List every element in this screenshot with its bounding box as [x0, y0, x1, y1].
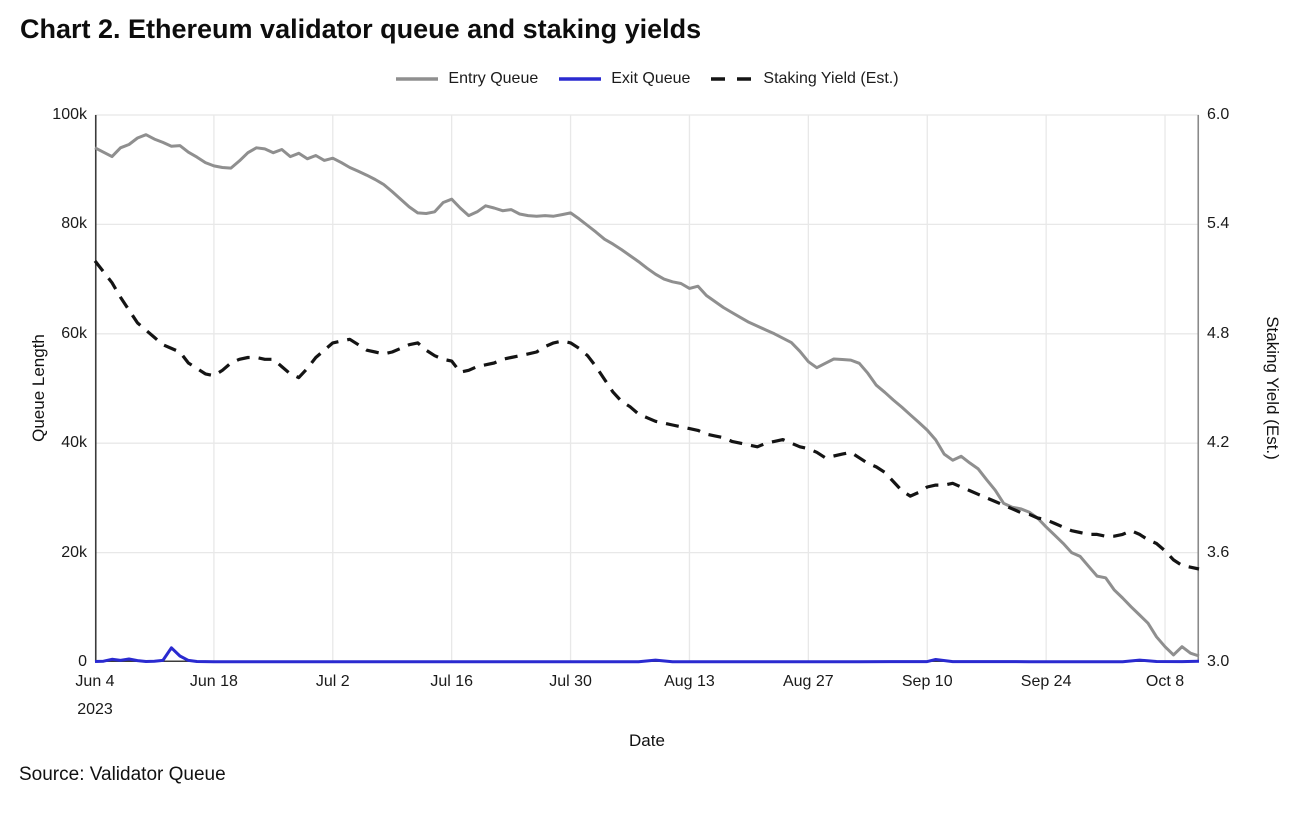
series-line-staking-yield-est [93, 259, 1200, 571]
y-right-tick-label: 6.0 [1207, 106, 1230, 123]
legend-label-staking-yield-est: Staking Yield (Est.) [763, 70, 899, 87]
x-tick-label: Jun 4 [75, 673, 115, 690]
x-tick-label: Jun 18 [189, 673, 238, 690]
x-tick-label: Aug 13 [664, 673, 715, 690]
x-tick-label: Oct 8 [1145, 673, 1185, 690]
y-left-tick-label: 80k [61, 215, 87, 233]
y-right-tick-label: 3.6 [1207, 543, 1230, 561]
y-right-tick-label: 4.2 [1207, 434, 1230, 452]
legend-line-swatch-exit-queue [559, 77, 602, 81]
legend-label-exit-queue: Exit Queue [611, 70, 691, 87]
y-left-tick-label: 20k [61, 543, 87, 561]
y-right-axis-title: Staking Yield (Est.) [1263, 316, 1282, 460]
legend-line-swatch-staking-yield-est [711, 77, 754, 81]
y-right-tick-label: 4.8 [1207, 324, 1230, 342]
chart-legend: Entry Queue Exit Queue Staking Yield (Est.… [95, 70, 1199, 88]
x-tick-label: Sep 10 [901, 673, 953, 690]
x-axis-title: Date [629, 731, 665, 750]
y-left-axis-title: Queue Length [29, 334, 48, 442]
x-tick-label: Jul 2 [315, 673, 350, 690]
x-tick-label: Sep 24 [1020, 673, 1072, 690]
legend-label-entry-queue: Entry Queue [448, 70, 539, 87]
series-line-entry-queue [94, 133, 1200, 658]
legend-item-entry-queue[interactable]: Entry Queue [395, 70, 538, 88]
chart-title: Chart 2. Ethereum validator queue and st… [20, 14, 702, 44]
legend-item-exit-queue[interactable]: Exit Queue [558, 70, 690, 88]
y-right-tick-label: 5.4 [1207, 215, 1230, 233]
legend-line-swatch-entry-queue [396, 77, 439, 81]
source-note: Source: Validator Queue [19, 764, 226, 785]
y-left-tick-label: 60k [61, 324, 87, 342]
y-left-tick-label: 0 [78, 653, 87, 670]
y-left-tick-label: 100k [52, 106, 87, 123]
x-tick-label: Jul 16 [430, 673, 474, 690]
legend-item-staking-yield-est[interactable]: Staking Yield (Est.) [710, 70, 899, 88]
x-tick-label: Aug 27 [782, 673, 834, 690]
x-tick-label: Jul 30 [549, 673, 592, 690]
y-right-tick-label: 3.0 [1207, 653, 1230, 670]
plot-svg [93, 114, 1200, 664]
x-tick-year-label: 2023 [77, 701, 113, 718]
y-left-tick-label: 40k [61, 434, 87, 452]
plot-area [93, 114, 1200, 664]
series-line-exit-queue [94, 646, 1200, 664]
